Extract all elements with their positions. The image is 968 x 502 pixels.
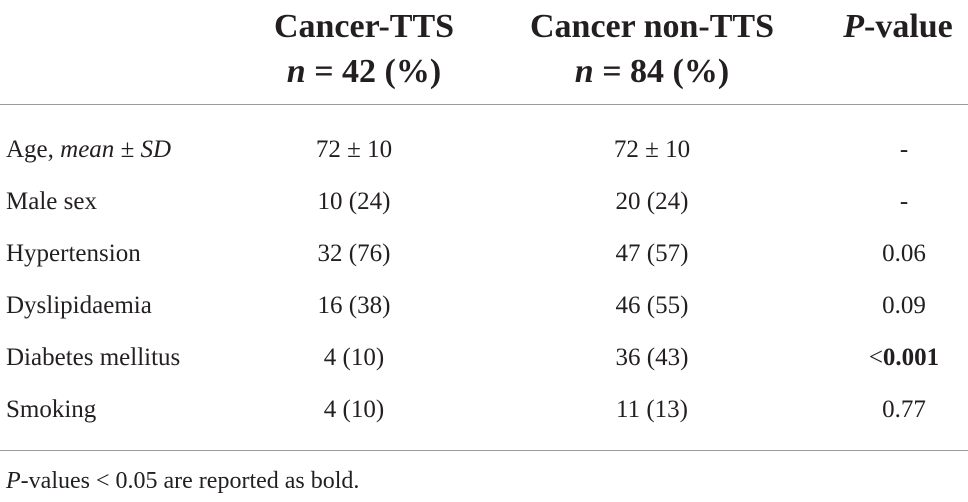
row-label: Age, mean ± SD <box>6 124 171 176</box>
header-cancer-tts-n-value: = 42 (%) <box>305 53 442 90</box>
p-value: 0.77 <box>882 396 926 423</box>
row-label: Hypertension <box>6 240 141 267</box>
header-cancer-tts: Cancer-TTS n = 42 (%) <box>244 4 484 94</box>
cell-cancer-tts: 16 (38) <box>317 292 391 319</box>
cell-cancer-tts: 32 (76) <box>317 240 391 267</box>
row-label-pm: ± <box>114 136 141 163</box>
cell-cancer-non-tts: 20 (24) <box>615 188 689 215</box>
cell-cancer-tts: 72 ± 10 <box>315 136 393 163</box>
cell-cancer-non-tts: 11 (13) <box>616 396 688 423</box>
header-cancer-non-tts-n-value: = 84 (%) <box>593 53 730 90</box>
p-prefix: < <box>868 344 883 371</box>
header-cancer-tts-n: n = 42 (%) <box>244 49 484 94</box>
row-label: Dyslipidaemia <box>6 292 152 319</box>
cell-cancer-non-tts: 72 ± 10 <box>613 136 691 163</box>
cell-cancer-non-tts: 46 (55) <box>615 292 689 319</box>
cell-cancer-tts: 4 (10) <box>323 344 385 371</box>
header-cancer-tts-title: Cancer-TTS <box>273 8 455 45</box>
cell-p-value: <0.001 <box>814 332 968 384</box>
footer-rule <box>0 450 968 451</box>
p-value: - <box>899 188 909 215</box>
p-value: 0.06 <box>882 240 926 267</box>
footnote-text: -values < 0.05 are reported as bold. <box>20 468 360 494</box>
cell-p-value: - <box>814 124 968 176</box>
table-row: Male sex 10 (24) 20 (24) - <box>0 176 968 228</box>
header-p-value-title: P-value <box>830 4 966 49</box>
p-value: - <box>899 136 909 163</box>
cell-p-value: 0.06 <box>814 228 968 280</box>
cell-cancer-non-tts: 47 (57) <box>615 240 689 267</box>
row-label: Smoking <box>6 396 97 423</box>
table-row: Hypertension 32 (76) 47 (57) 0.06 <box>0 228 968 280</box>
table-footnote: P-values < 0.05 are reported as bold. <box>6 464 359 498</box>
table-row: Age, mean ± SD 72 ± 10 72 ± 10 - <box>0 124 968 176</box>
row-label-text: Age, <box>6 136 61 163</box>
header-cancer-non-tts-n-symbol: n <box>574 53 594 90</box>
header-rule <box>0 104 968 105</box>
header-cancer-tts-n-symbol: n <box>286 53 306 90</box>
table-row: Smoking 4 (10) 11 (13) 0.77 <box>0 384 968 436</box>
row-label-sd: SD <box>140 136 172 163</box>
header-cancer-non-tts: Cancer non-TTS n = 84 (%) <box>512 4 792 94</box>
cell-cancer-tts: 10 (24) <box>317 188 391 215</box>
header-p-symbol: P <box>843 8 864 45</box>
cell-p-value: - <box>814 176 968 228</box>
header-p-value: P-value <box>830 4 966 49</box>
table-row: Diabetes mellitus 4 (10) 36 (43) <0.001 <box>0 332 968 384</box>
header-cancer-non-tts-title: Cancer non-TTS <box>529 8 775 45</box>
row-label-mean: mean <box>60 136 115 163</box>
cell-cancer-non-tts: 36 (43) <box>615 344 689 371</box>
cell-p-value: 0.77 <box>814 384 968 436</box>
footnote-p-symbol: P <box>6 468 21 494</box>
p-value-significant: 0.001 <box>882 344 940 371</box>
table-row: Dyslipidaemia 16 (38) 46 (55) 0.09 <box>0 280 968 332</box>
header-p-rest: -value <box>864 8 953 45</box>
cell-cancer-tts: 4 (10) <box>323 396 385 423</box>
row-label: Diabetes mellitus <box>6 344 181 371</box>
header-cancer-non-tts-n: n = 84 (%) <box>512 49 792 94</box>
cell-p-value: 0.09 <box>814 280 968 332</box>
p-value: 0.09 <box>882 292 926 319</box>
row-label: Male sex <box>6 188 97 215</box>
